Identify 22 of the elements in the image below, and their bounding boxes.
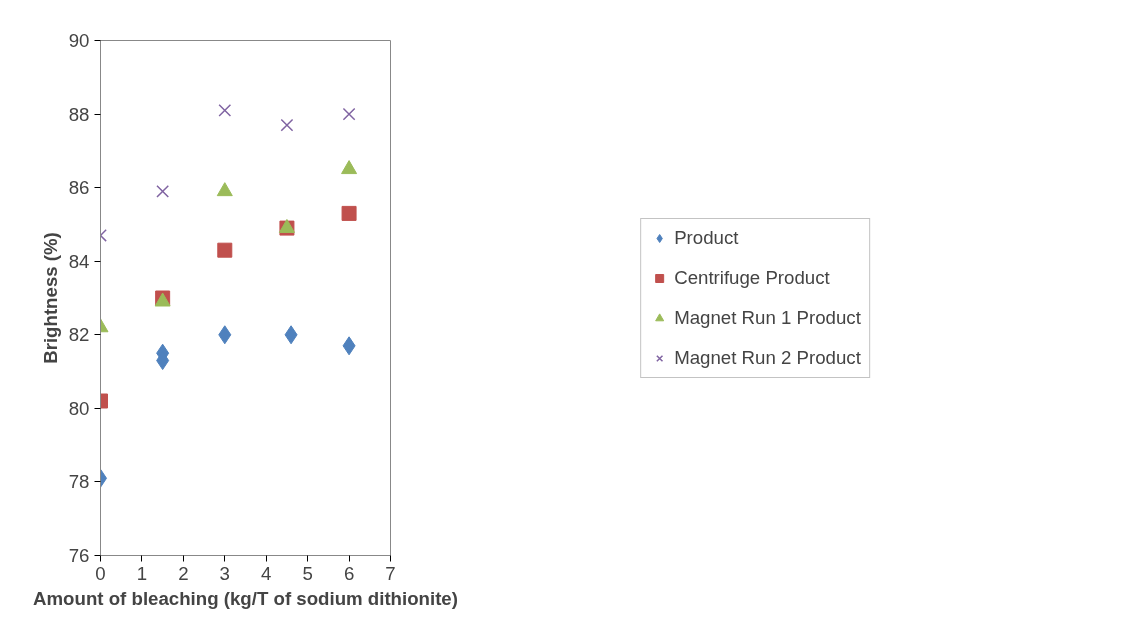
x-tick-label: 0 [95,562,106,584]
y-tick-label: 76 [68,545,90,566]
x-tick-label: 4 [261,562,272,584]
x-tick-label: 7 [385,562,396,584]
y-tick-label: 84 [68,250,90,272]
y-tick-label: 82 [68,324,90,346]
x-tick-label: 2 [178,562,189,584]
y-axis-title: Brightness (%) [39,232,61,364]
y-tick-label: 78 [68,471,90,493]
y-tick-label: 80 [68,397,90,419]
x-tick-label: 5 [302,562,313,584]
x-tick-label: 1 [136,562,148,584]
legend-label: Magnet Run 1 Product [674,306,861,329]
legend-label: Product [674,226,739,249]
y-tick-label: 88 [68,103,90,125]
x-axis-title: Amount of bleaching (kg/T of sodium dithionite) [33,587,458,609]
legend-label: Centrifuge Product [674,266,830,289]
legend-label: Magnet Run 2 Product [674,346,861,369]
x-tick-label: 3 [219,562,230,584]
y-tick-label: 90 [68,30,90,51]
x-tick-label: 6 [343,562,355,584]
y-tick-label: 86 [68,177,90,199]
